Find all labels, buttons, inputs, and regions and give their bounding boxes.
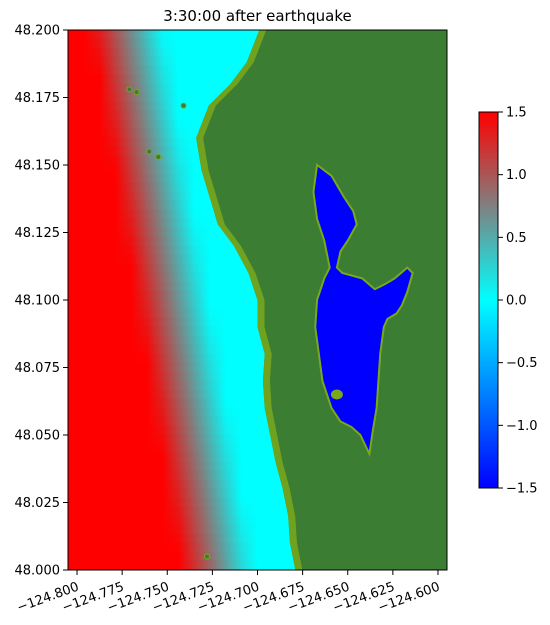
island: [180, 102, 187, 109]
colorbar-tick-label: 1.5: [506, 106, 527, 121]
colorbar-tick-label: −1.0: [506, 419, 538, 434]
water-band: [68, 497, 447, 508]
water-band: [68, 443, 447, 454]
inland-lagoon: [312, 163, 414, 458]
water-band: [68, 461, 447, 472]
y-tick-label: 48.175: [15, 91, 61, 106]
chart-title: 3:30:00 after earthquake: [163, 7, 351, 25]
water-band: [68, 560, 447, 570]
coastal-shallow-zone: [196, 30, 303, 570]
y-tick-label: 48.200: [15, 24, 61, 39]
water-band: [68, 335, 447, 346]
y-tick-label: 48.000: [15, 564, 61, 579]
water-band: [68, 524, 447, 535]
lagoon-islet: [330, 389, 343, 400]
water-band: [68, 362, 447, 373]
colorbar: −1.5 −1.0 −0.5 0.0 0.5 1.0 1.5: [478, 106, 538, 497]
water-band: [68, 389, 447, 400]
water-band: [68, 506, 447, 517]
colorbar-tick-label: −0.5: [506, 356, 538, 371]
island: [203, 553, 210, 560]
water-band: [68, 434, 447, 445]
colorbar-tick-label: 1.0: [506, 168, 527, 183]
water-band: [68, 452, 447, 463]
y-tick-label: 48.150: [15, 159, 61, 174]
y-tick-label: 48.100: [15, 294, 61, 309]
colorbar-ticks: −1.5 −1.0 −0.5 0.0 0.5 1.0 1.5: [498, 106, 538, 497]
water-band: [68, 371, 447, 382]
water-band: [68, 533, 447, 544]
y-tick-label: 48.050: [15, 429, 61, 444]
island: [146, 148, 153, 155]
colorbar-tick-label: 0.5: [506, 231, 527, 246]
water-band: [68, 515, 447, 526]
island-markers: [126, 86, 343, 560]
water-band: [68, 425, 447, 436]
water-band: [68, 479, 447, 490]
y-tick-label: 48.075: [15, 361, 61, 376]
water-band: [68, 470, 447, 481]
colorbar-tick-label: −1.5: [506, 482, 538, 497]
water-band: [68, 416, 447, 427]
water-band: [68, 326, 447, 337]
water-band: [68, 551, 447, 562]
y-tick-label: 48.125: [15, 226, 61, 241]
water-band: [68, 344, 447, 355]
y-tick-label: 48.025: [15, 496, 61, 511]
water-band: [68, 380, 447, 391]
water-band: [68, 488, 447, 499]
colorbar-tick-label: 0.0: [506, 294, 527, 309]
water-band: [68, 542, 447, 553]
water-band: [68, 398, 447, 409]
water-band: [68, 353, 447, 364]
map-plot-area: [68, 30, 447, 570]
x-axis-ticks: −124.800−124.775−124.750−124.725−124.700…: [15, 570, 442, 616]
y-axis-ticks: 48.000 48.025 48.050 48.075 48.100 48.125 48.1…: [15, 24, 68, 579]
island: [133, 89, 140, 96]
colorbar-gradient: [478, 111, 499, 489]
island: [155, 153, 162, 160]
island: [126, 86, 133, 93]
water-band: [68, 407, 447, 418]
